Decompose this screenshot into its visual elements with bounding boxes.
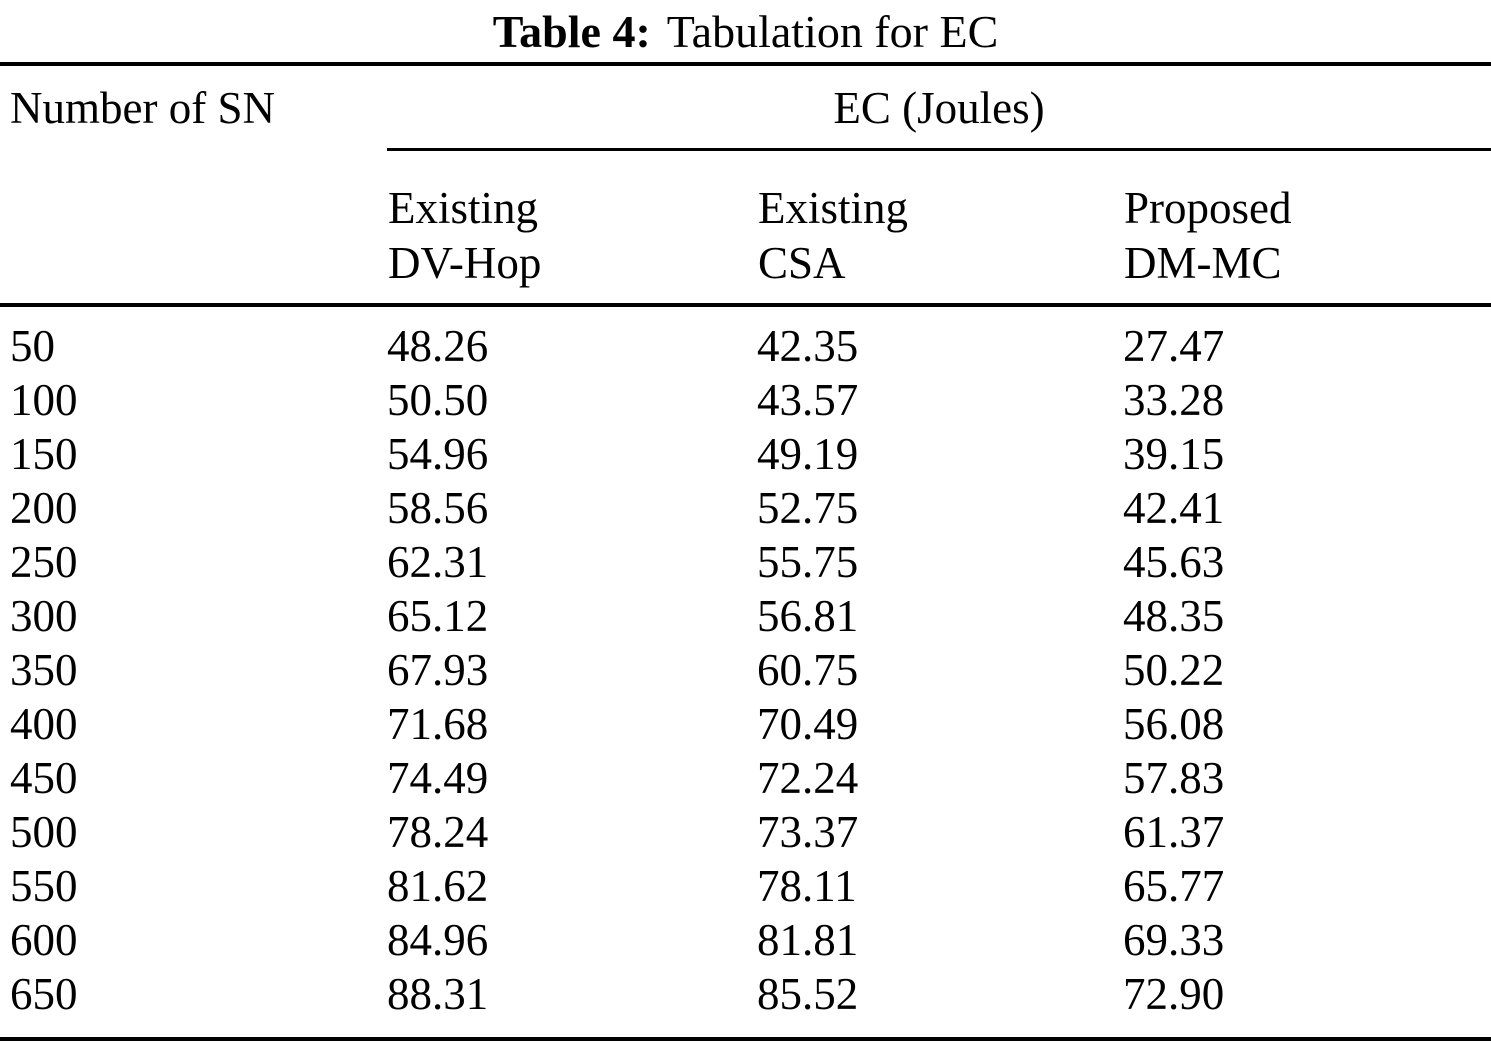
value-cell: 48.35: [1123, 591, 1225, 641]
value-cell: 72.90: [1123, 969, 1225, 1019]
value-cell: 74.49: [387, 753, 489, 803]
row-header-label: Number of SN: [10, 83, 275, 133]
value-cell: 65.77: [1123, 861, 1225, 911]
table-row: 100 50.50 43.57 33.28: [0, 373, 1491, 427]
value-cell: 62.31: [387, 537, 489, 587]
column-header-line2: DV-Hop: [388, 237, 542, 288]
sn-cell: 650: [10, 969, 78, 1019]
column-header-line2: CSA: [758, 237, 846, 288]
value-cell: 50.22: [1123, 645, 1225, 695]
column-header-line1: Existing: [758, 182, 909, 233]
table-header: Number of SN EC (Joules) Existing DV-Hop…: [0, 66, 1491, 307]
table-row: 200 58.56 52.75 42.41: [0, 481, 1491, 535]
column-header-csa: Existing CSA: [757, 149, 1123, 307]
sn-cell: 150: [10, 429, 78, 479]
value-cell: 65.12: [387, 591, 489, 641]
value-cell: 54.96: [387, 429, 489, 479]
value-cell: 81.81: [757, 915, 859, 965]
sn-cell: 200: [10, 483, 78, 533]
value-cell: 61.37: [1123, 807, 1225, 857]
table-row: 600 84.96 81.81 69.33: [0, 913, 1491, 967]
table-row: 500 78.24 73.37 61.37: [0, 805, 1491, 859]
table-row: 550 81.62 78.11 65.77: [0, 859, 1491, 913]
value-cell: 67.93: [387, 645, 489, 695]
value-cell: 56.08: [1123, 699, 1225, 749]
value-cell: 42.41: [1123, 483, 1225, 533]
value-cell: 57.83: [1123, 753, 1225, 803]
value-cell: 52.75: [757, 483, 859, 533]
sn-cell: 400: [10, 699, 78, 749]
sn-cell: 450: [10, 753, 78, 803]
value-cell: 85.52: [757, 969, 859, 1019]
sn-cell: 600: [10, 915, 78, 965]
value-cell: 72.24: [757, 753, 859, 803]
table-row: 650 88.31 85.52 72.90: [0, 967, 1491, 1039]
value-cell: 69.33: [1123, 915, 1225, 965]
group-header-label: EC (Joules): [387, 66, 1491, 151]
table-row: 300 65.12 56.81 48.35: [0, 589, 1491, 643]
value-cell: 78.11: [757, 861, 857, 911]
value-cell: 56.81: [757, 591, 859, 641]
value-cell: 39.15: [1123, 429, 1225, 479]
header-row-main: Number of SN EC (Joules): [0, 66, 1491, 151]
table-body: 50 48.26 42.35 27.47 100 50.50 43.57 33.28 150 54…: [0, 305, 1491, 1039]
table-row: 450 74.49 72.24 57.83: [0, 751, 1491, 805]
sn-cell: 500: [10, 807, 78, 857]
value-cell: 70.49: [757, 699, 859, 749]
column-header-dm-mc: Proposed DM-MC: [1123, 149, 1491, 307]
sn-cell: 50: [10, 321, 55, 371]
header-row-sub: Existing DV-Hop Existing CSA Proposed DM…: [0, 149, 1491, 307]
sn-cell: 250: [10, 537, 78, 587]
table-caption-label: Table 4:: [492, 5, 651, 57]
value-cell: 49.19: [757, 429, 859, 479]
sn-cell: 550: [10, 861, 78, 911]
empty-header-cell: [0, 149, 387, 307]
value-cell: 27.47: [1123, 321, 1225, 371]
table-row: 250 62.31 55.75 45.63: [0, 535, 1491, 589]
ec-table: Number of SN EC (Joules) Existing DV-Hop…: [0, 66, 1491, 1041]
value-cell: 73.37: [757, 807, 859, 857]
sn-cell: 100: [10, 375, 78, 425]
value-cell: 55.75: [757, 537, 859, 587]
table-row: 50 48.26 42.35 27.47: [0, 305, 1491, 373]
value-cell: 42.35: [757, 321, 859, 371]
value-cell: 78.24: [387, 807, 489, 857]
value-cell: 60.75: [757, 645, 859, 695]
value-cell: 48.26: [387, 321, 489, 371]
column-header-dv-hop: Existing DV-Hop: [387, 149, 757, 307]
column-header-line1: Proposed: [1124, 182, 1292, 233]
value-cell: 45.63: [1123, 537, 1225, 587]
table-caption-text: Tabulation for EC: [666, 5, 999, 57]
column-header-line2: DM-MC: [1124, 237, 1282, 288]
table-caption: Table 4: Tabulation for EC: [0, 0, 1491, 62]
sn-cell: 350: [10, 645, 78, 695]
value-cell: 84.96: [387, 915, 489, 965]
table-row: 150 54.96 49.19 39.15: [0, 427, 1491, 481]
top-rule: [0, 62, 1491, 66]
table-row: 350 67.93 60.75 50.22: [0, 643, 1491, 697]
value-cell: 33.28: [1123, 375, 1225, 425]
value-cell: 88.31: [387, 969, 489, 1019]
value-cell: 58.56: [387, 483, 489, 533]
value-cell: 50.50: [387, 375, 489, 425]
table-row: 400 71.68 70.49 56.08: [0, 697, 1491, 751]
column-header-line1: Existing: [388, 182, 539, 233]
value-cell: 81.62: [387, 861, 489, 911]
value-cell: 43.57: [757, 375, 859, 425]
sn-cell: 300: [10, 591, 78, 641]
value-cell: 71.68: [387, 699, 489, 749]
